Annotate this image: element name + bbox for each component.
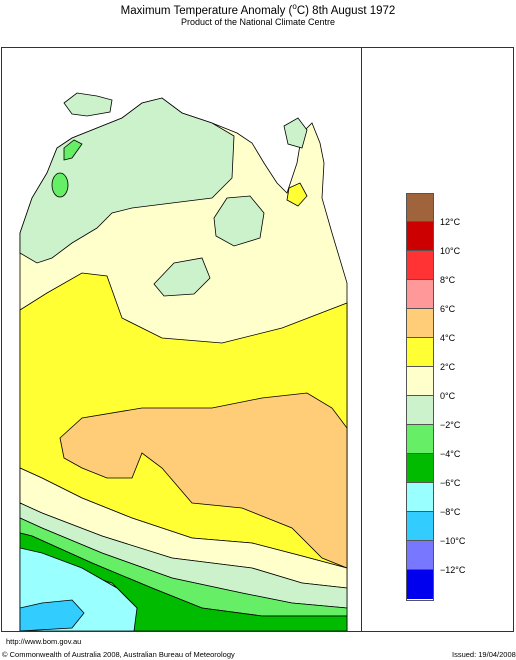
- zone-4-6: [59, 392, 348, 569]
- legend-swatch: [406, 396, 434, 425]
- legend-swatch: [406, 193, 434, 222]
- anomaly-map: [19, 92, 348, 631]
- map-title: Maximum Temperature Anomaly (oC) 8th Aug…: [120, 2, 396, 17]
- legend-swatch: [406, 222, 434, 251]
- legend-swatch: [406, 512, 434, 541]
- zone-minus4-spot: [51, 172, 69, 198]
- legend-label: 6°C: [440, 304, 456, 314]
- legend-label: 0°C: [440, 391, 456, 401]
- zone-minus2-north: [19, 97, 235, 264]
- legend-swatch: [406, 338, 434, 367]
- legend-swatch: [406, 309, 434, 338]
- legend-label: −10°C: [440, 536, 466, 546]
- legend-label: −4°C: [440, 449, 461, 459]
- legend-swatch: [406, 367, 434, 396]
- legend-swatch: [406, 280, 434, 309]
- zone-minus2-centre: [153, 257, 211, 297]
- legend-label: −8°C: [440, 507, 461, 517]
- island-melville: [63, 92, 113, 117]
- legend-label: −12°C: [440, 565, 466, 575]
- footer-copyright: © Commonwealth of Australia 2008, Austra…: [2, 650, 235, 659]
- map-subtitle: Product of the National Climate Centre: [180, 17, 336, 27]
- legend-swatch: [406, 570, 434, 599]
- legend-label: 2°C: [440, 362, 456, 372]
- legend-label: 4°C: [440, 333, 456, 343]
- zone-minus4-coast: [63, 139, 83, 161]
- legend-colorbar: [406, 193, 434, 599]
- legend-label: −2°C: [440, 420, 461, 430]
- legend-swatch: [406, 425, 434, 454]
- zone-minus10-southwest: [19, 599, 85, 631]
- legend-label: −6°C: [440, 478, 461, 488]
- legend-label: 8°C: [440, 275, 456, 285]
- footer-url[interactable]: http://www.bom.gov.au: [6, 637, 82, 646]
- island-groote: [283, 117, 308, 149]
- zone-minus2-east: [213, 195, 265, 247]
- map-frame: [1, 47, 514, 632]
- legend-swatch: [406, 454, 434, 483]
- legend-swatch: [406, 541, 434, 570]
- legend-label: 10°C: [440, 246, 461, 256]
- footer-issued: Issued: 19/04/2008: [452, 650, 516, 659]
- legend-divider: [361, 47, 362, 632]
- legend-swatch: [406, 483, 434, 512]
- island-wellesley: [286, 182, 308, 207]
- legend-label: 12°C: [440, 217, 461, 227]
- legend-swatch: [406, 251, 434, 280]
